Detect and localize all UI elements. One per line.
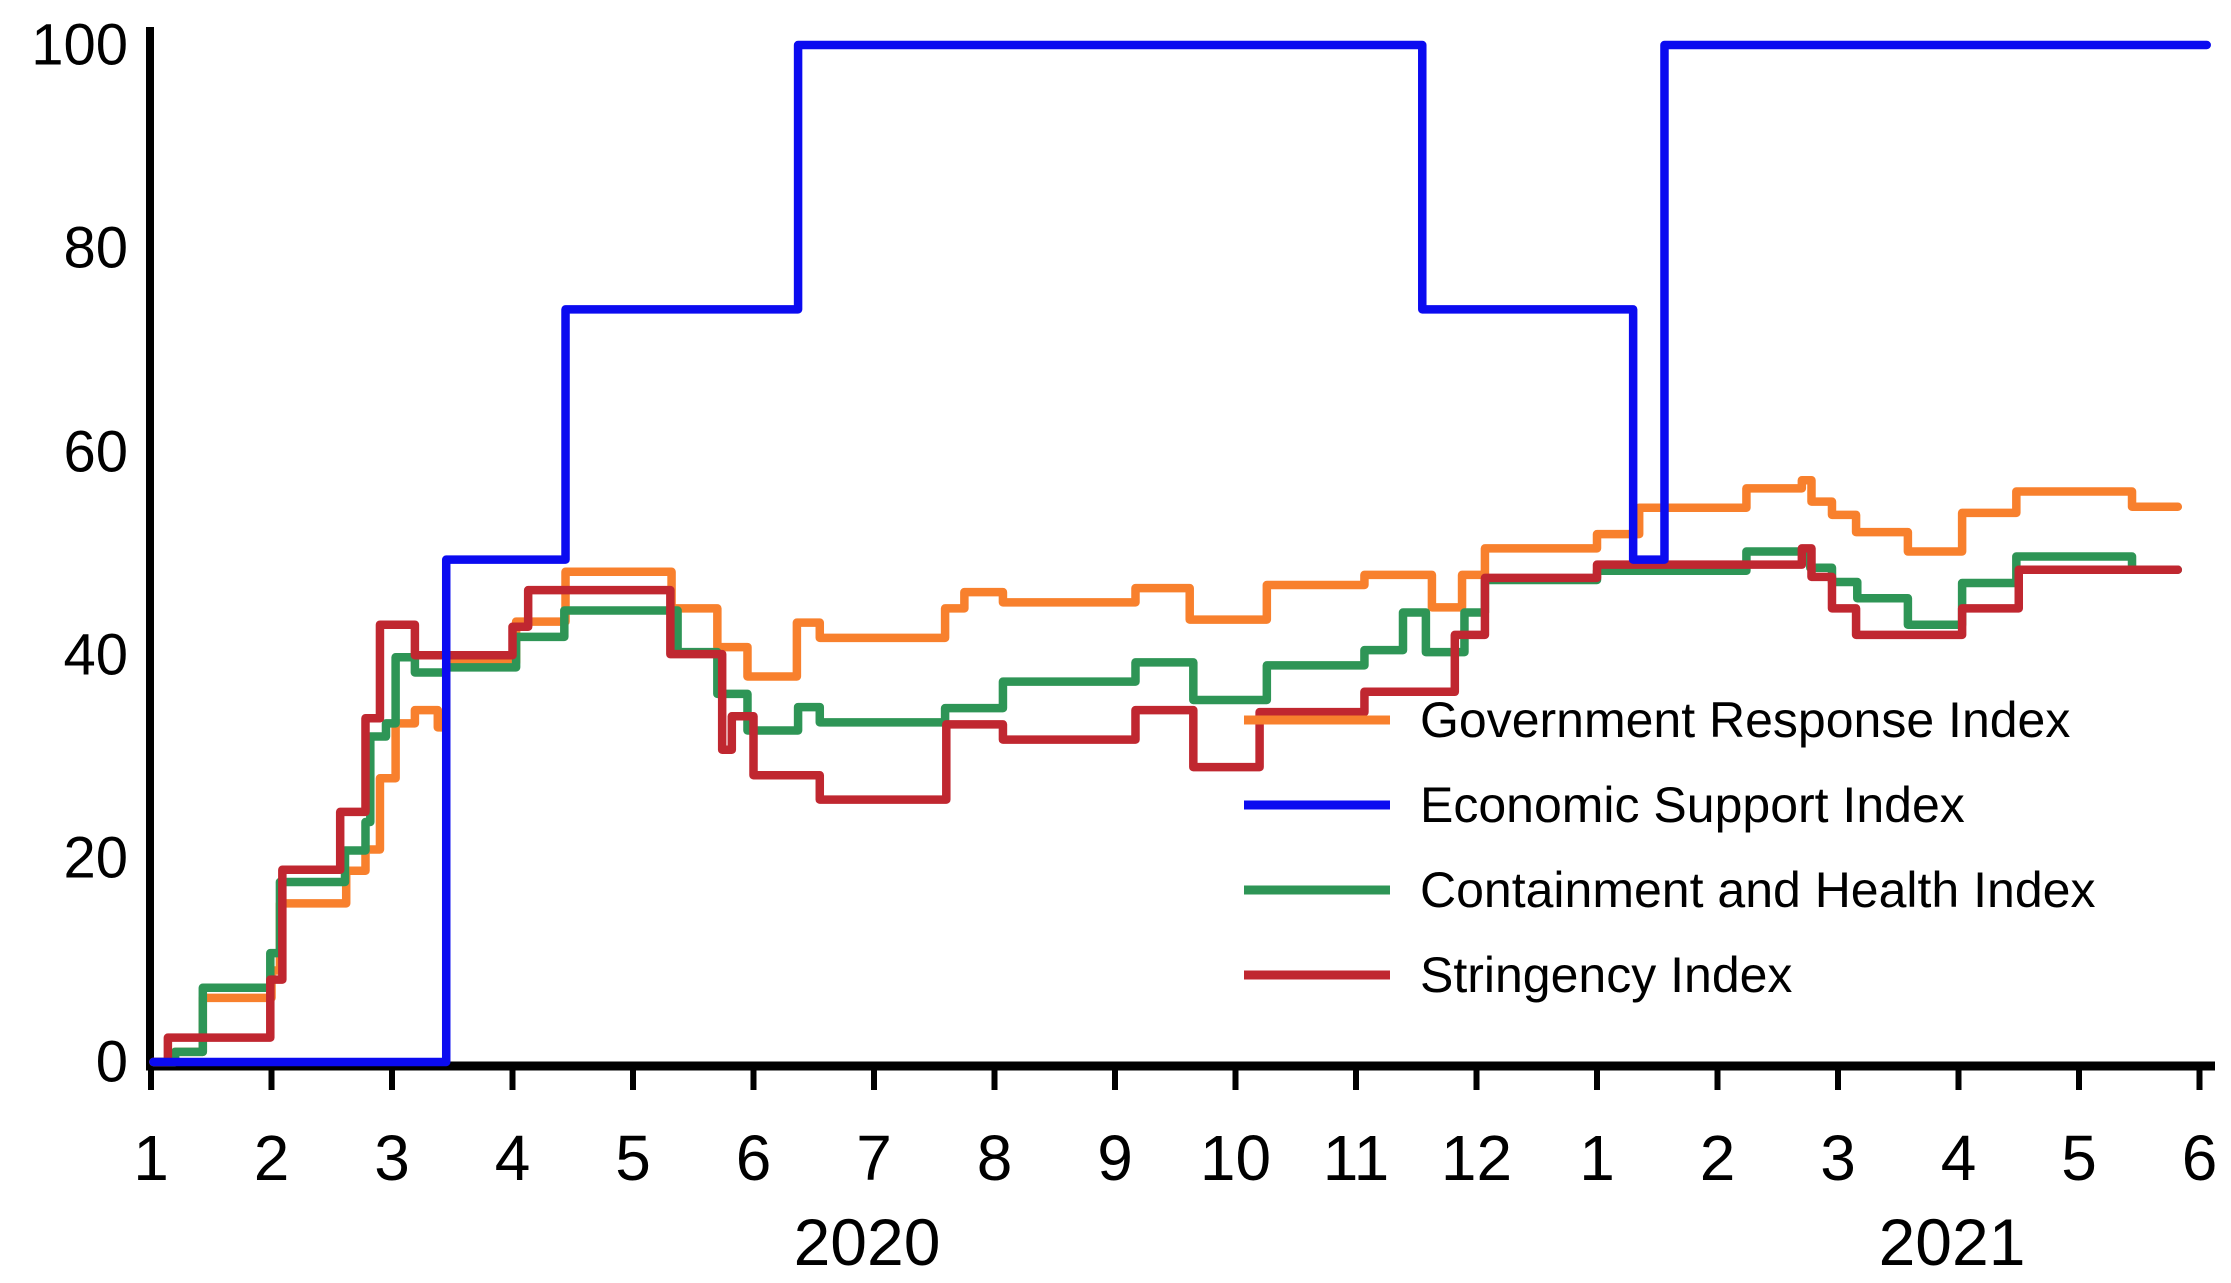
x-tick-label: 4: [1941, 1122, 1977, 1194]
x-tick-label: 12: [1441, 1122, 1512, 1194]
y-tick-label: 40: [63, 623, 128, 688]
series-line-economic-support-index: [149, 40, 2211, 1067]
x-tick-label: 9: [1097, 1122, 1133, 1194]
x-axis-labels: 1 2 3 4 5 6 7 8 9 10 11 12 1 2 3 4 5 6: [133, 1122, 2217, 1194]
axes: [146, 27, 2215, 1071]
x-tick-label: 5: [2061, 1122, 2097, 1194]
year-label-2020: 2020: [794, 1205, 941, 1278]
legend-label-stringency: Stringency Index: [1420, 947, 1792, 1003]
legend-label-economic-support: Economic Support Index: [1420, 777, 1965, 833]
x-tick-label: 2: [1700, 1122, 1736, 1194]
x-tick-label: 6: [2182, 1122, 2218, 1194]
series-line-government-response-index: [149, 476, 2183, 1067]
series-line-containment-and-health-index: [149, 547, 2183, 1067]
x-tick-label: 2: [254, 1122, 290, 1194]
x-tick-label: 5: [615, 1122, 651, 1194]
x-tick-label: 6: [736, 1122, 772, 1194]
y-tick-label: 80: [63, 216, 128, 281]
year-label-2021: 2021: [1879, 1205, 2026, 1278]
y-tick-label: 20: [63, 826, 128, 891]
x-tick-label: 7: [856, 1122, 892, 1194]
legend: Government Response Index Economic Suppo…: [1244, 692, 2095, 1003]
y-tick-label: 100: [31, 13, 128, 78]
x-tick-label: 1: [133, 1122, 169, 1194]
x-tick-label: 1: [1579, 1122, 1615, 1194]
legend-label-containment-health: Containment and Health Index: [1420, 862, 2095, 918]
x-tick-label: 3: [374, 1122, 410, 1194]
year-labels: 2020 2021: [794, 1205, 2026, 1279]
x-tick-label: 4: [495, 1122, 531, 1194]
x-tick-label: 8: [977, 1122, 1013, 1194]
y-axis-labels: 0 20 40 60 80 100: [31, 13, 128, 1095]
legend-label-government-response: Government Response Index: [1420, 692, 2070, 748]
x-axis-ticks: [148, 1066, 2203, 1090]
x-tick-label: 10: [1200, 1122, 1271, 1194]
series-lines: [149, 40, 2211, 1067]
y-tick-label: 60: [63, 420, 128, 485]
y-tick-label: 0: [96, 1030, 128, 1095]
x-tick-label: 3: [1820, 1122, 1856, 1194]
x-tick-label: 11: [1323, 1122, 1389, 1194]
series-line-stringency-index: [149, 544, 2183, 1067]
